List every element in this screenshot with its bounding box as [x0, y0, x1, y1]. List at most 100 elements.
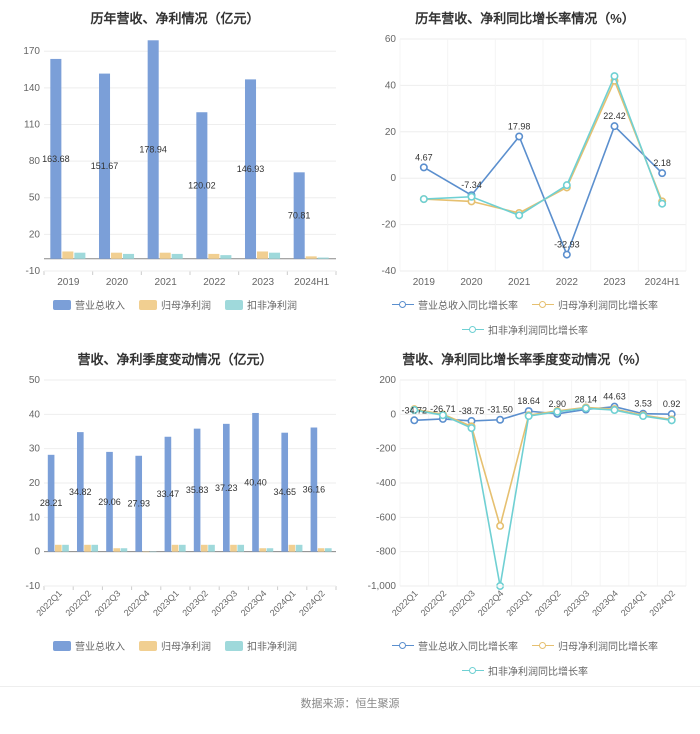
legend-item: 扣非净利润	[225, 297, 297, 312]
svg-text:17.98: 17.98	[508, 121, 531, 131]
bar	[84, 545, 91, 552]
bar	[318, 258, 329, 259]
legend-item: 营业总收入	[53, 297, 125, 312]
legend-item: 营业总收入同比增长率	[392, 638, 518, 653]
bar	[318, 548, 325, 551]
svg-text:2024H1: 2024H1	[294, 277, 329, 288]
bar	[74, 253, 85, 259]
bar	[172, 545, 179, 552]
legend-item: 营业总收入同比增长率	[392, 297, 518, 312]
svg-text:44.63: 44.63	[603, 392, 626, 402]
svg-text:2.18: 2.18	[653, 158, 671, 168]
series-marker	[564, 251, 570, 257]
svg-text:2022Q4: 2022Q4	[122, 588, 152, 618]
bar	[325, 548, 332, 551]
svg-text:-200: -200	[376, 444, 396, 455]
bar	[123, 254, 134, 259]
svg-text:40: 40	[385, 80, 397, 91]
svg-text:-20: -20	[382, 220, 397, 231]
bar	[160, 253, 171, 259]
series-marker	[497, 523, 503, 529]
series-marker	[554, 409, 560, 415]
bar	[296, 545, 303, 552]
svg-text:2019: 2019	[413, 277, 436, 288]
panel4-title: 营收、净利同比增长率季度变动情况（%）	[356, 349, 694, 368]
bar	[55, 545, 62, 552]
svg-text:2022Q3: 2022Q3	[93, 588, 123, 618]
svg-text:-400: -400	[376, 478, 396, 489]
bar	[113, 548, 120, 551]
svg-text:2023Q4: 2023Q4	[590, 588, 620, 618]
svg-text:2024Q1: 2024Q1	[268, 588, 298, 618]
dashboard-grid: 历年营收、净利情况（亿元） -102050801101401702019163.…	[0, 0, 700, 723]
svg-text:2023Q2: 2023Q2	[180, 588, 210, 618]
legend-item: 营业总收入	[53, 638, 125, 653]
svg-text:20: 20	[29, 229, 41, 240]
svg-text:146.93: 146.93	[237, 164, 265, 174]
svg-text:28.14: 28.14	[575, 395, 598, 405]
svg-text:34.65: 34.65	[273, 487, 296, 497]
svg-text:2020: 2020	[460, 277, 483, 288]
svg-text:-10: -10	[26, 266, 41, 277]
panel-annual-growth: 历年营收、净利同比增长率情况（%） -40-200204060201920202…	[350, 0, 700, 341]
bar	[208, 254, 219, 259]
bar	[306, 256, 317, 258]
svg-text:2024Q2: 2024Q2	[647, 588, 677, 618]
svg-text:2023Q3: 2023Q3	[209, 588, 239, 618]
svg-text:2022: 2022	[203, 277, 226, 288]
svg-text:120.02: 120.02	[188, 181, 216, 191]
legend-item: 归母净利润	[139, 638, 211, 653]
svg-text:178.94: 178.94	[139, 145, 167, 155]
svg-text:2023: 2023	[252, 277, 275, 288]
svg-text:22.42: 22.42	[603, 111, 626, 121]
svg-text:34.82: 34.82	[69, 487, 92, 497]
data-source-footer: 数据来源：恒生聚源	[0, 686, 700, 723]
bar	[62, 545, 69, 552]
svg-text:2022Q2: 2022Q2	[63, 588, 93, 618]
series-marker	[659, 170, 665, 176]
svg-text:-26.71: -26.71	[430, 404, 456, 414]
bar	[121, 548, 128, 551]
svg-text:2022Q3: 2022Q3	[447, 588, 477, 618]
legend-item: 扣非净利润	[225, 638, 297, 653]
bar	[230, 545, 237, 552]
legend-item: 归母净利润同比增长率	[532, 638, 658, 653]
svg-text:40.40: 40.40	[244, 477, 267, 487]
svg-text:2022Q2: 2022Q2	[419, 588, 449, 618]
svg-text:0: 0	[390, 409, 396, 420]
svg-text:27.93: 27.93	[127, 499, 150, 509]
svg-text:35.83: 35.83	[186, 485, 209, 495]
series-marker	[421, 164, 427, 170]
bar	[143, 552, 150, 553]
panel1-chart: -102050801101401702019163.682020151.6720…	[6, 33, 344, 293]
series-marker	[421, 196, 427, 202]
legend-item: 归母净利润同比增长率	[532, 297, 658, 312]
svg-text:2021: 2021	[155, 277, 178, 288]
series-marker	[611, 73, 617, 79]
svg-text:60: 60	[385, 34, 397, 45]
panel3-title: 营收、净利季度变动情况（亿元）	[6, 349, 344, 368]
svg-text:37.23: 37.23	[215, 483, 238, 493]
svg-text:50: 50	[29, 375, 41, 386]
svg-text:-31.50: -31.50	[487, 405, 513, 415]
svg-text:-10: -10	[26, 581, 41, 592]
svg-text:2024H1: 2024H1	[645, 277, 680, 288]
svg-text:2.90: 2.90	[549, 399, 567, 409]
panel2-chart: -40-200204060201920202021202220232024H14…	[356, 33, 694, 293]
bar	[179, 545, 186, 552]
svg-text:2019: 2019	[57, 277, 80, 288]
panel-quarterly-growth: 营收、净利同比增长率季度变动情况（%） -1,000-800-600-400-2…	[350, 341, 700, 682]
svg-text:2021: 2021	[508, 277, 531, 288]
bar	[111, 253, 122, 259]
svg-text:2023Q2: 2023Q2	[533, 588, 563, 618]
svg-text:0.92: 0.92	[663, 399, 681, 409]
series-marker	[468, 194, 474, 200]
svg-text:-7.34: -7.34	[461, 180, 482, 190]
svg-text:-38.75: -38.75	[459, 406, 485, 416]
svg-text:-34.72: -34.72	[402, 405, 428, 415]
svg-text:3.53: 3.53	[634, 399, 652, 409]
svg-text:-32.93: -32.93	[554, 240, 580, 250]
svg-text:170: 170	[23, 46, 40, 57]
svg-text:-600: -600	[376, 512, 396, 523]
svg-text:36.16: 36.16	[303, 485, 326, 495]
